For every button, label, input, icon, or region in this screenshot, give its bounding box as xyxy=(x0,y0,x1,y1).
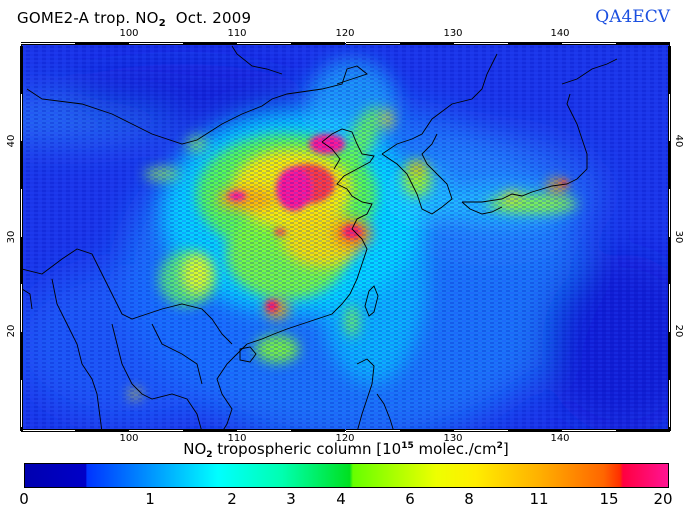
lon-tick-label: 120 xyxy=(335,433,355,444)
frame-segment xyxy=(615,42,670,45)
frame-segment xyxy=(20,236,23,285)
colorbar-tick-label: 6 xyxy=(405,490,415,508)
frame-segment xyxy=(668,45,671,94)
title-subscript: 2 xyxy=(158,18,166,29)
frame-segment xyxy=(20,427,23,431)
frame-segment xyxy=(21,42,76,45)
frame-segment xyxy=(345,429,400,432)
lon-tick-label: 140 xyxy=(550,433,570,444)
frame-segment xyxy=(668,284,671,332)
frame-segment xyxy=(291,429,346,432)
frame-segment xyxy=(668,236,671,285)
frame-segment xyxy=(20,379,23,428)
frame-segment xyxy=(129,42,184,45)
colorbar-tick-label: 15 xyxy=(599,490,619,508)
frame-segment xyxy=(237,429,292,432)
lat-tick-label: 40 xyxy=(5,134,17,148)
colorbar-tick-label: 11 xyxy=(529,490,549,508)
coastline-layer xyxy=(22,45,618,430)
frame-segment xyxy=(453,429,508,432)
lon-tick-label: 130 xyxy=(443,433,463,444)
lat-tick-label: 30 xyxy=(5,230,17,244)
colorbar-tick-label: 0 xyxy=(19,490,29,508)
title-text: GOME2-A trop. NO xyxy=(17,9,159,27)
lat-tick-label: 20 xyxy=(5,324,17,338)
frame-segment xyxy=(668,427,671,431)
frame-segment xyxy=(183,429,238,432)
lat-tick-label: 20 xyxy=(672,324,684,338)
frame-segment xyxy=(129,429,184,432)
colorbar-label: NO2 tropospheric column [1015 molec./cm2… xyxy=(183,440,509,460)
colorbar-tick-label: 3 xyxy=(286,490,296,508)
frame-segment xyxy=(668,141,671,189)
frame-segment xyxy=(507,42,562,45)
frame-segment xyxy=(291,42,346,45)
lon-tick-label: 120 xyxy=(335,28,355,39)
lon-tick-label: 110 xyxy=(227,433,247,444)
title-date: Oct. 2009 xyxy=(165,9,252,27)
frame-segment xyxy=(20,331,23,380)
frame-segment xyxy=(345,42,400,45)
frame-segment xyxy=(668,93,671,142)
frame-segment xyxy=(399,42,454,45)
no2-heatmap xyxy=(21,43,670,431)
frame-segment xyxy=(615,429,670,432)
frame-segment xyxy=(237,42,292,45)
frame-segment xyxy=(20,93,23,142)
brand-label: QA4ECV xyxy=(595,7,670,27)
colorbar-tick-label: 8 xyxy=(464,490,474,508)
frame-segment xyxy=(561,429,616,432)
frame-segment xyxy=(20,141,23,189)
frame-segment xyxy=(20,284,23,332)
frame-segment xyxy=(399,429,454,432)
frame-segment xyxy=(668,331,671,380)
lon-tick-label: 130 xyxy=(443,28,463,39)
lon-tick-label: 100 xyxy=(119,28,139,39)
map-title: GOME2-A trop. NO2 Oct. 2009 xyxy=(17,9,251,29)
lat-tick-label: 40 xyxy=(672,134,684,148)
lon-tick-label: 140 xyxy=(550,28,570,39)
frame-segment xyxy=(21,429,76,432)
frame-segment xyxy=(507,429,562,432)
frame-segment xyxy=(453,42,508,45)
colorbar-tick-label: 4 xyxy=(336,490,346,508)
lat-tick-label: 30 xyxy=(672,230,684,244)
frame-segment xyxy=(183,42,238,45)
frame-segment xyxy=(20,45,23,94)
colorbar-tick-label: 2 xyxy=(227,490,237,508)
colorbar-tick-label: 1 xyxy=(145,490,155,508)
heatmap-layer xyxy=(22,44,669,430)
frame-segment xyxy=(561,42,616,45)
colorbar xyxy=(24,463,669,488)
frame-segment xyxy=(75,42,130,45)
frame-segment xyxy=(20,188,23,237)
frame-segment xyxy=(668,379,671,428)
colorbar-tick-label: 20 xyxy=(653,490,673,508)
frame-segment xyxy=(668,188,671,237)
lon-tick-label: 110 xyxy=(227,28,247,39)
lon-tick-label: 100 xyxy=(119,433,139,444)
frame-segment xyxy=(75,429,130,432)
